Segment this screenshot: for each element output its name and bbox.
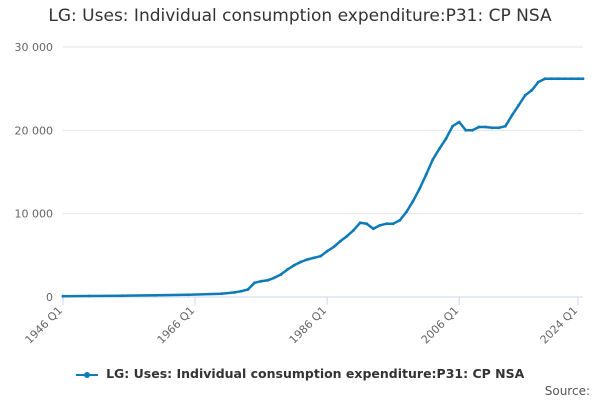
y-axis-ticks: 0 10 000 20 000 30 000 <box>15 41 54 304</box>
data-point <box>385 222 388 226</box>
y-tick-label: 20 000 <box>15 124 54 137</box>
data-point <box>358 221 362 225</box>
data-point <box>233 291 237 294</box>
chart-title: LG: Uses: Individual consumption expendi… <box>48 6 552 26</box>
data-point <box>338 239 342 243</box>
series-line <box>61 77 585 298</box>
data-point <box>464 128 468 132</box>
data-point <box>391 222 395 226</box>
data-point <box>352 228 355 232</box>
data-point <box>570 77 573 81</box>
source-label: Source: <box>544 384 590 398</box>
data-point <box>510 113 514 117</box>
data-point <box>438 147 441 151</box>
data-point <box>305 258 309 261</box>
data-point <box>246 288 250 291</box>
data-point <box>471 128 474 132</box>
data-point <box>444 137 448 141</box>
data-point <box>530 88 534 92</box>
data-point <box>279 273 283 276</box>
data-point <box>365 222 369 226</box>
data-point <box>332 245 336 249</box>
series-group <box>61 77 585 298</box>
y-tick-label: 30 000 <box>15 41 54 54</box>
data-point <box>312 256 316 260</box>
x-tick-label: 1986 Q1 <box>287 304 330 347</box>
x-axis: 1946 Q1 1966 Q1 1986 Q1 2006 Q1 2024 Q1 <box>23 297 581 347</box>
data-point <box>259 279 263 283</box>
data-point <box>457 120 461 124</box>
data-point <box>61 294 65 298</box>
data-point <box>523 93 527 97</box>
data-point <box>517 103 520 107</box>
data-point <box>581 77 585 81</box>
data-point <box>325 249 329 253</box>
data-point <box>556 77 560 81</box>
data-point <box>299 260 303 264</box>
data-point <box>431 158 435 161</box>
data-point <box>239 289 243 293</box>
data-point <box>490 126 494 130</box>
data-point <box>371 227 375 231</box>
data-point <box>253 281 256 285</box>
y-tick-label: 0 <box>46 291 53 304</box>
data-point <box>272 276 276 280</box>
data-point <box>345 234 349 238</box>
data-point <box>484 125 487 129</box>
x-tick-label: 2006 Q1 <box>419 304 462 347</box>
data-point <box>418 187 421 191</box>
x-tick-label: 1946 Q1 <box>23 304 66 347</box>
data-point <box>266 278 270 282</box>
data-point <box>220 292 223 296</box>
data-point <box>292 263 296 267</box>
data-point <box>88 294 91 298</box>
data-point <box>154 293 157 297</box>
data-point <box>576 77 580 81</box>
data-point <box>121 294 124 298</box>
legend[interactable]: LG: Uses: Individual consumption expendi… <box>0 366 600 381</box>
data-point <box>286 268 289 271</box>
data-point <box>378 223 382 227</box>
legend-series-marker <box>75 370 98 380</box>
data-point <box>405 210 408 214</box>
data-point <box>504 124 507 128</box>
x-tick-label: 1966 Q1 <box>155 304 198 347</box>
data-point <box>398 218 402 222</box>
data-point <box>187 293 190 297</box>
data-point <box>424 173 428 176</box>
data-point <box>411 199 415 203</box>
data-point <box>477 125 481 129</box>
data-point <box>451 124 454 128</box>
data-point <box>563 77 567 81</box>
data-point <box>497 126 501 130</box>
x-tick-label: 2024 Q1 <box>538 304 581 347</box>
data-point <box>543 77 547 81</box>
data-point <box>550 77 553 81</box>
legend-series-label: LG: Uses: Individual consumption expendi… <box>106 366 525 381</box>
y-tick-label: 10 000 <box>15 208 54 221</box>
grid-lines <box>63 46 583 298</box>
data-point <box>319 254 322 258</box>
data-point <box>537 80 540 84</box>
